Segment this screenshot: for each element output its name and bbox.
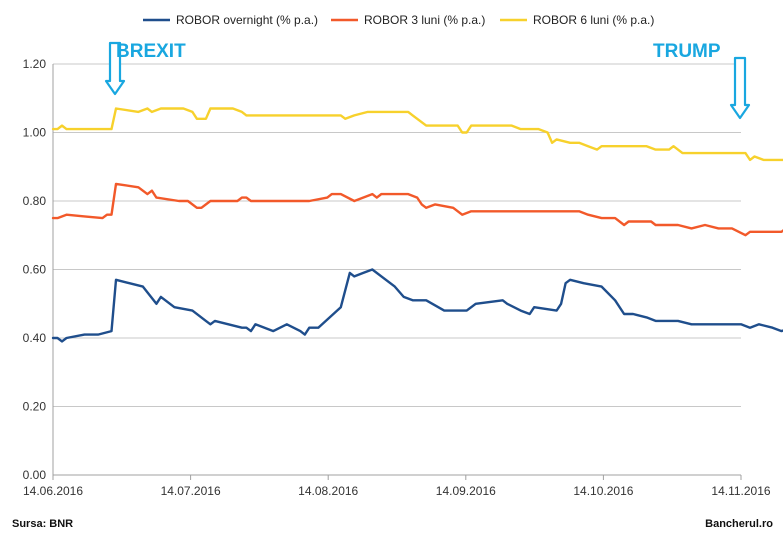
y-tick-label: 0.40 — [23, 331, 47, 345]
legend: ROBOR overnight (% p.a.) ROBOR 3 luni (% … — [143, 13, 654, 27]
x-tick-label: 14.06.2016 — [23, 484, 83, 498]
x-tick-labels: 14.06.2016 14.07.2016 14.08.2016 14.09.2016… — [23, 484, 771, 498]
legend-label-2: ROBOR 3 luni (% p.a.) — [364, 13, 485, 27]
x-tick-label: 14.09.2016 — [436, 484, 496, 498]
annotations: BREXIT TRUMP — [104, 41, 751, 120]
y-tick-label: 0.80 — [23, 194, 47, 208]
y-tick-labels: 0.00 0.20 0.40 0.60 0.80 1.00 1.20 — [23, 57, 47, 482]
series-line-3 — [51, 107, 783, 162]
axes — [52, 64, 742, 480]
legend-label-1: ROBOR overnight (% p.a.) — [176, 13, 318, 27]
series-line-1 — [51, 268, 783, 343]
brand-label: Bancherul.ro — [705, 518, 773, 530]
trump-label: TRUMP — [653, 41, 721, 62]
trump-arrow-icon — [729, 56, 751, 120]
x-tick-label: 14.07.2016 — [161, 484, 221, 498]
y-tick-label: 0.60 — [23, 263, 47, 277]
source-label: Sursa: BNR — [12, 518, 74, 530]
y-tick-label: 0.00 — [23, 468, 47, 482]
legend-label-3: ROBOR 6 luni (% p.a.) — [533, 13, 654, 27]
y-tick-label: 1.00 — [23, 126, 47, 140]
brexit-label: BREXIT — [116, 41, 186, 62]
x-tick-label: 14.11.2016 — [711, 484, 770, 498]
brexit-arrow-icon — [104, 41, 126, 96]
x-tick-label: 14.08.2016 — [298, 484, 358, 498]
series-line-2 — [51, 182, 783, 237]
x-tick-label: 14.10.2016 — [573, 484, 633, 498]
gridlines — [53, 63, 741, 407]
y-tick-label: 1.20 — [23, 57, 47, 71]
series-lines — [51, 107, 783, 343]
y-tick-label: 0.20 — [23, 400, 47, 414]
